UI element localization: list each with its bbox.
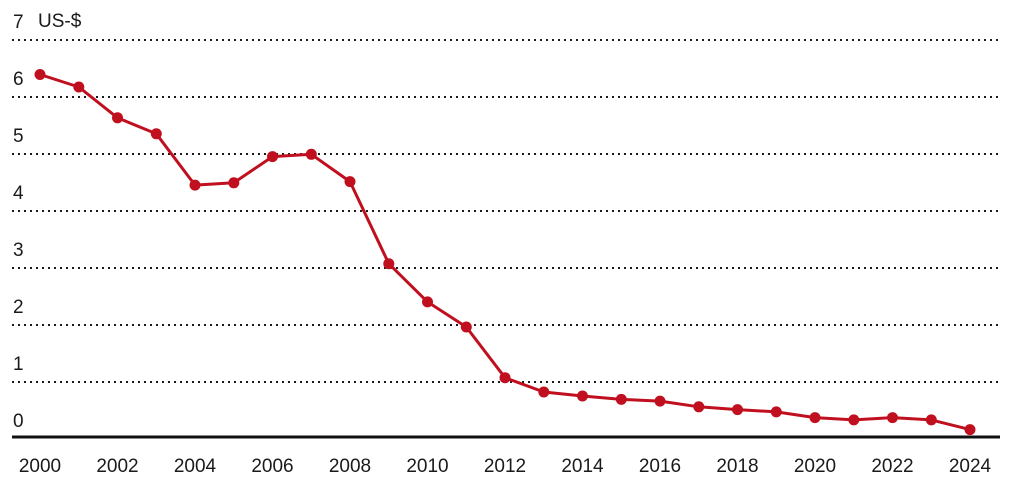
- x-tick-label: 2024: [949, 456, 992, 477]
- x-tick-label: 2000: [19, 456, 61, 477]
- data-point-2022: [887, 412, 898, 424]
- data-point-2011: [460, 321, 472, 333]
- data-point-2023: [925, 414, 937, 426]
- data-point-2024: [964, 424, 976, 436]
- data-point-2018: [732, 404, 743, 416]
- y-tick-label: 2: [13, 297, 24, 318]
- y-tick-label: 5: [13, 126, 24, 147]
- series-points: [34, 69, 976, 436]
- data-point-2013: [538, 386, 550, 398]
- x-tick-label: 2004: [174, 456, 217, 477]
- data-point-2019: [770, 406, 782, 418]
- data-point-2005: [228, 177, 240, 189]
- y-tick-label: 4: [13, 183, 24, 204]
- y-tick-label: 1: [13, 354, 24, 375]
- y-tick-label: 7: [13, 12, 24, 33]
- x-tick-label: 2006: [251, 456, 293, 477]
- data-point-2014: [577, 390, 588, 402]
- x-tick-label: 2022: [871, 456, 913, 477]
- y-axis-unit-label: US-$: [38, 11, 82, 32]
- x-tick-label: 2010: [406, 456, 448, 477]
- data-point-2002: [112, 112, 123, 124]
- data-point-2007: [305, 148, 317, 160]
- data-point-2010: [422, 296, 433, 308]
- x-tick-label: 2002: [96, 456, 138, 477]
- data-point-2004: [189, 179, 201, 191]
- x-tick-label: 2020: [794, 456, 836, 477]
- data-point-2021: [848, 414, 860, 426]
- y-tick-label: 0: [13, 411, 24, 432]
- y-axis-tick-labels: 0 1 2 3 4 5 6 7: [13, 12, 24, 432]
- x-tick-label: 2016: [639, 456, 681, 477]
- data-point-2012: [499, 372, 511, 384]
- x-axis-tick-labels: 2000 2002 2004 2006 2008 2010 2012 2014 2016 2018…: [19, 456, 992, 477]
- data-point-2009: [383, 258, 395, 270]
- data-point-2000: [34, 69, 46, 80]
- data-point-2016: [654, 395, 666, 407]
- y-tick-label: 6: [13, 69, 24, 90]
- data-point-2001: [73, 81, 85, 93]
- data-point-2006: [267, 151, 278, 163]
- x-tick-label: 2012: [484, 456, 526, 477]
- x-tick-label: 2008: [329, 456, 371, 477]
- data-point-2020: [809, 412, 821, 424]
- gridlines: [12, 39, 1000, 383]
- data-point-2015: [615, 393, 627, 405]
- data-point-2003: [150, 128, 162, 140]
- data-point-2017: [693, 401, 705, 413]
- y-tick-label: 3: [13, 240, 24, 261]
- data-point-2008: [344, 176, 356, 188]
- x-tick-label: 2014: [561, 456, 604, 477]
- x-tick-label: 2018: [716, 456, 758, 477]
